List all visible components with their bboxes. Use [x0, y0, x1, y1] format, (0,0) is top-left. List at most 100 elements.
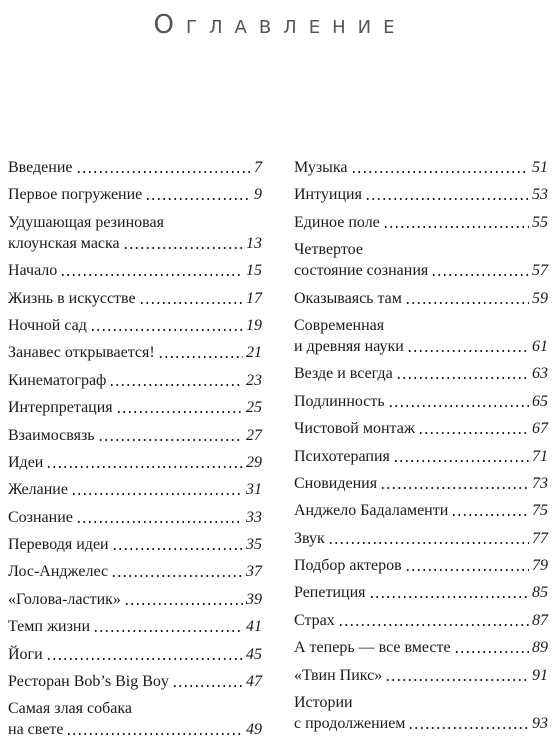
entry-row: Первое погружение 9: [8, 184, 262, 205]
title: Оглавление: [153, 10, 407, 40]
page-number: 85: [532, 584, 548, 602]
entry-row: Страх 87: [294, 610, 548, 631]
entry-row: Жизнь в искусстве 17: [8, 288, 262, 309]
toc-entry: Подлинность 65: [294, 391, 548, 412]
entry-title: Желание: [8, 481, 68, 499]
entry-title: Взаимосвязь: [8, 426, 95, 444]
entry-row: Занавес открывается! 21: [8, 342, 262, 363]
entry-title: Истории: [294, 694, 353, 712]
page-number: 91: [532, 666, 548, 684]
entry-title: Музыка: [294, 159, 348, 176]
entry-title: Первое погружение: [8, 186, 143, 204]
toc-entry: Подбор актеров 79: [294, 555, 548, 576]
entry-row: Взаимосвязь 27: [8, 425, 262, 446]
toc-entry: Удушающая резиновая клоунская маска 13: [8, 212, 262, 254]
page-number: 29: [246, 453, 262, 471]
entry-title: Единое поле: [294, 213, 380, 231]
dot-leader: [138, 300, 243, 305]
page-number: 79: [532, 557, 548, 575]
entry-title: Репетиция: [294, 584, 366, 602]
entry-row: «Голова-ластик» 39: [8, 589, 262, 610]
page-number: 35: [246, 536, 262, 554]
entry-row: Подлинность 65: [294, 391, 548, 412]
entry-row: Репетиция 85: [294, 582, 548, 603]
toc-entry: Современная и древняя науки 61: [294, 315, 548, 357]
entry-title: Сновидения: [294, 474, 378, 492]
toc-entry: Интуиция 53: [294, 184, 548, 205]
toc-entry: Анджело Бадаламенти 75: [294, 500, 548, 521]
dot-leader: [115, 410, 243, 415]
toc-entry: Жизнь в искусстве 17: [8, 288, 262, 309]
entry-title: Четвертое: [294, 241, 363, 259]
toc-entry: Четвертое состояние сознания 57: [294, 239, 548, 281]
page-number: 33: [246, 508, 262, 526]
entry-row: Йоги 45: [8, 644, 262, 665]
toc-entry: Истории с продолжением 93: [294, 692, 548, 734]
page-number: 41: [246, 618, 262, 636]
entry-title: клоунская маска: [8, 234, 120, 252]
toc-entry: Интерпретация 25: [8, 397, 262, 418]
entry-row: состояние сознания 57: [294, 260, 548, 281]
entry-title: «Твин Пикс»: [294, 666, 383, 684]
entry-row: Идеи 29: [8, 452, 262, 473]
dot-leader: [97, 437, 243, 442]
entry-row: Начало 15: [8, 260, 262, 281]
page-number: 45: [246, 645, 262, 663]
page-number: 39: [246, 590, 262, 608]
toc-entry: «Голова-ластик» 39: [8, 589, 262, 610]
entry-row: Лос-Анджелес 37: [8, 561, 262, 582]
toc-entry: Начало 15: [8, 260, 262, 281]
page-number: 25: [246, 399, 262, 417]
toc-entry: Первое погружение 9: [8, 184, 262, 205]
dot-leader: [431, 273, 529, 278]
dot-leader: [406, 348, 529, 353]
dot-leader: [417, 431, 529, 436]
page-number: 49: [246, 721, 262, 739]
entry-row: Ночной сад 19: [8, 315, 262, 336]
dot-leader: [337, 622, 529, 627]
dot-leader: [350, 170, 529, 174]
toc-column: Музыка 51 Интуиция 53 Единое поле 55 Четвертое…: [294, 157, 548, 740]
entry-row: Чистовой монтаж 67: [294, 418, 548, 439]
entry-row: «Твин Пикс» 91: [294, 665, 548, 686]
dot-leader: [395, 376, 529, 381]
dot-leader: [66, 732, 243, 737]
toc-entry: Ресторан Bob’s Big Boy 47: [8, 671, 262, 692]
entry-title: Подбор актеров: [294, 557, 402, 575]
entry-title: Темп жизни: [8, 618, 91, 636]
entry-row: Сознание 33: [8, 507, 262, 528]
page-number: 77: [532, 529, 548, 547]
dot-leader: [327, 540, 529, 545]
toc-entry: Кинематограф 23: [8, 370, 262, 391]
page-number: 17: [246, 289, 262, 307]
page-number: 15: [246, 262, 262, 280]
page-number: 63: [532, 365, 548, 383]
page-number: 73: [532, 474, 548, 492]
dot-leader: [122, 245, 243, 250]
entry-title: Йоги: [8, 645, 43, 663]
page-number: 67: [532, 420, 548, 438]
entry-row: Ресторан Bob’s Big Boy 47: [8, 671, 262, 692]
entry-title: Анджело Бадаламенти: [294, 502, 449, 520]
page-number: 7: [254, 159, 262, 176]
toc-entry: Сознание 33: [8, 507, 262, 528]
toc-entry: Темп жизни 41: [8, 616, 262, 637]
entry-row: на свете 49: [8, 719, 262, 740]
page-number: 19: [246, 316, 262, 334]
entry-title: Идеи: [8, 453, 44, 471]
entry-row: Психотерапия 71: [294, 446, 548, 467]
entry-title: Оказываясь там: [294, 289, 402, 307]
dot-leader: [171, 684, 243, 689]
page-number: 51: [532, 159, 548, 176]
dot-leader: [404, 300, 529, 305]
toc-entry: Идеи 29: [8, 452, 262, 473]
dot-leader: [385, 677, 529, 682]
toc-entry: Йоги 45: [8, 644, 262, 665]
dot-leader: [364, 197, 529, 202]
entry-title: Кинематограф: [8, 371, 107, 389]
dot-leader: [453, 650, 529, 655]
page-number: 71: [532, 447, 548, 465]
entry-row: Переводя идеи 35: [8, 534, 262, 555]
toc-entry: Репетиция 85: [294, 582, 548, 603]
page-number: 27: [246, 426, 262, 444]
